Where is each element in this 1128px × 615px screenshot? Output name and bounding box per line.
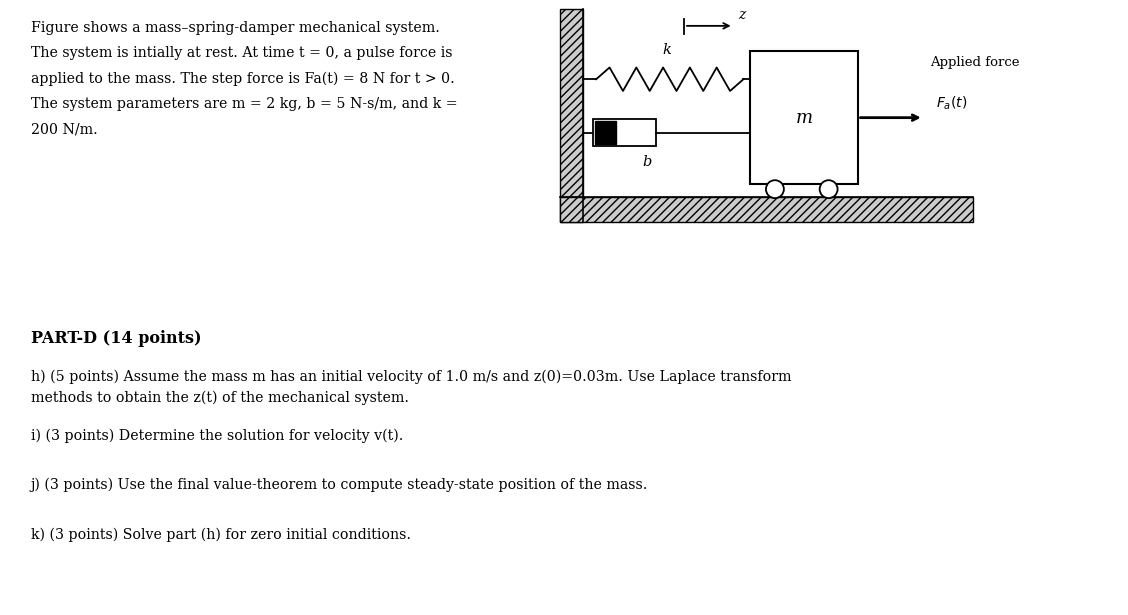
Text: i) (3 points) Determine the solution for velocity v(t).: i) (3 points) Determine the solution for… [30,429,403,443]
Text: Figure shows a mass–spring-damper mechanical system.: Figure shows a mass–spring-damper mechan… [30,20,440,34]
Text: m: m [795,109,812,127]
Circle shape [820,180,838,198]
Text: The system parameters are m = 2 kg, b = 5 N-s/m, and k =: The system parameters are m = 2 kg, b = … [30,97,458,111]
Text: applied to the mass. The step force is Fa(t) = 8 N for t > 0.: applied to the mass. The step force is F… [30,72,455,86]
Text: $F_a(t)$: $F_a(t)$ [936,94,968,111]
Bar [596,121,616,145]
Bar [561,9,583,222]
Bar [593,119,656,146]
Text: k: k [662,43,671,57]
Text: 200 N/m.: 200 N/m. [30,123,97,137]
Circle shape [766,180,784,198]
Text: j) (3 points) Use the final value-theorem to compute steady-state position of th: j) (3 points) Use the final value-theore… [30,478,649,493]
Text: b: b [642,155,652,169]
Text: z: z [738,7,744,22]
Text: PART-D (14 points): PART-D (14 points) [30,330,201,347]
Bar [561,197,973,222]
Bar [750,52,857,184]
Text: Applied force: Applied force [929,56,1020,69]
Text: k) (3 points) Solve part (h) for zero initial conditions.: k) (3 points) Solve part (h) for zero in… [30,527,411,542]
Text: The system is intially at rest. At time t = 0, a pulse force is: The system is intially at rest. At time … [30,46,452,60]
Text: h) (5 points) Assume the mass m has an initial velocity of 1.0 m/s and z(0)=0.03: h) (5 points) Assume the mass m has an i… [30,370,792,405]
